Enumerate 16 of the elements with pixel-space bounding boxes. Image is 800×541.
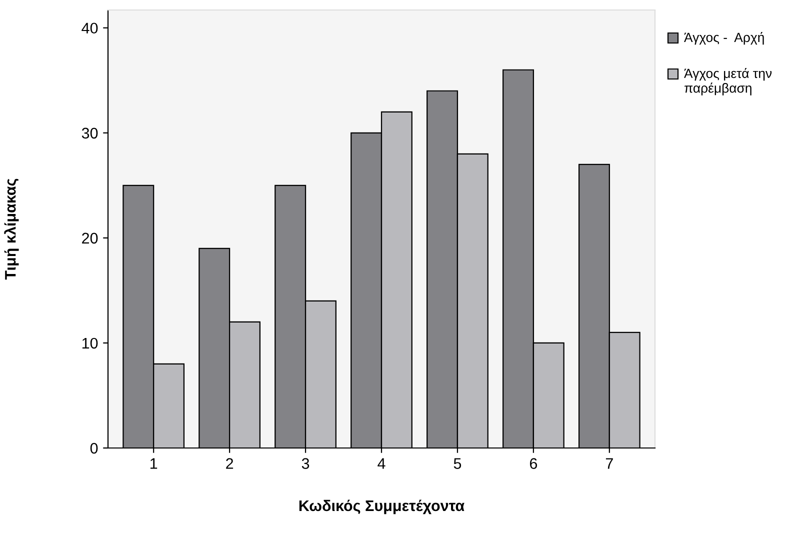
y-tick-label: 0 xyxy=(90,442,98,454)
x-tick-label: 7 xyxy=(606,458,613,469)
x-tick-label: 5 xyxy=(454,458,462,469)
x-tick-label: 1 xyxy=(150,458,158,469)
y-axis-title: Τιμή κλίμακας xyxy=(4,178,19,280)
legend-label: Άγχος - Αρχή xyxy=(684,32,764,45)
y-tick-label: 40 xyxy=(82,22,98,34)
y-tick-label: 30 xyxy=(82,128,98,139)
x-tick-label: 4 xyxy=(378,458,386,469)
y-tick-label: 10 xyxy=(82,338,98,349)
x-tick-label: 6 xyxy=(530,458,538,469)
y-tick-label: 20 xyxy=(82,232,98,244)
x-axis-title: Κωδικός Συμμετέχοντα xyxy=(299,500,464,514)
x-tick-label: 2 xyxy=(226,458,234,469)
legend-label: Άγχος μετά την παρέμβαση xyxy=(684,68,772,96)
x-tick-label: 3 xyxy=(302,458,310,469)
